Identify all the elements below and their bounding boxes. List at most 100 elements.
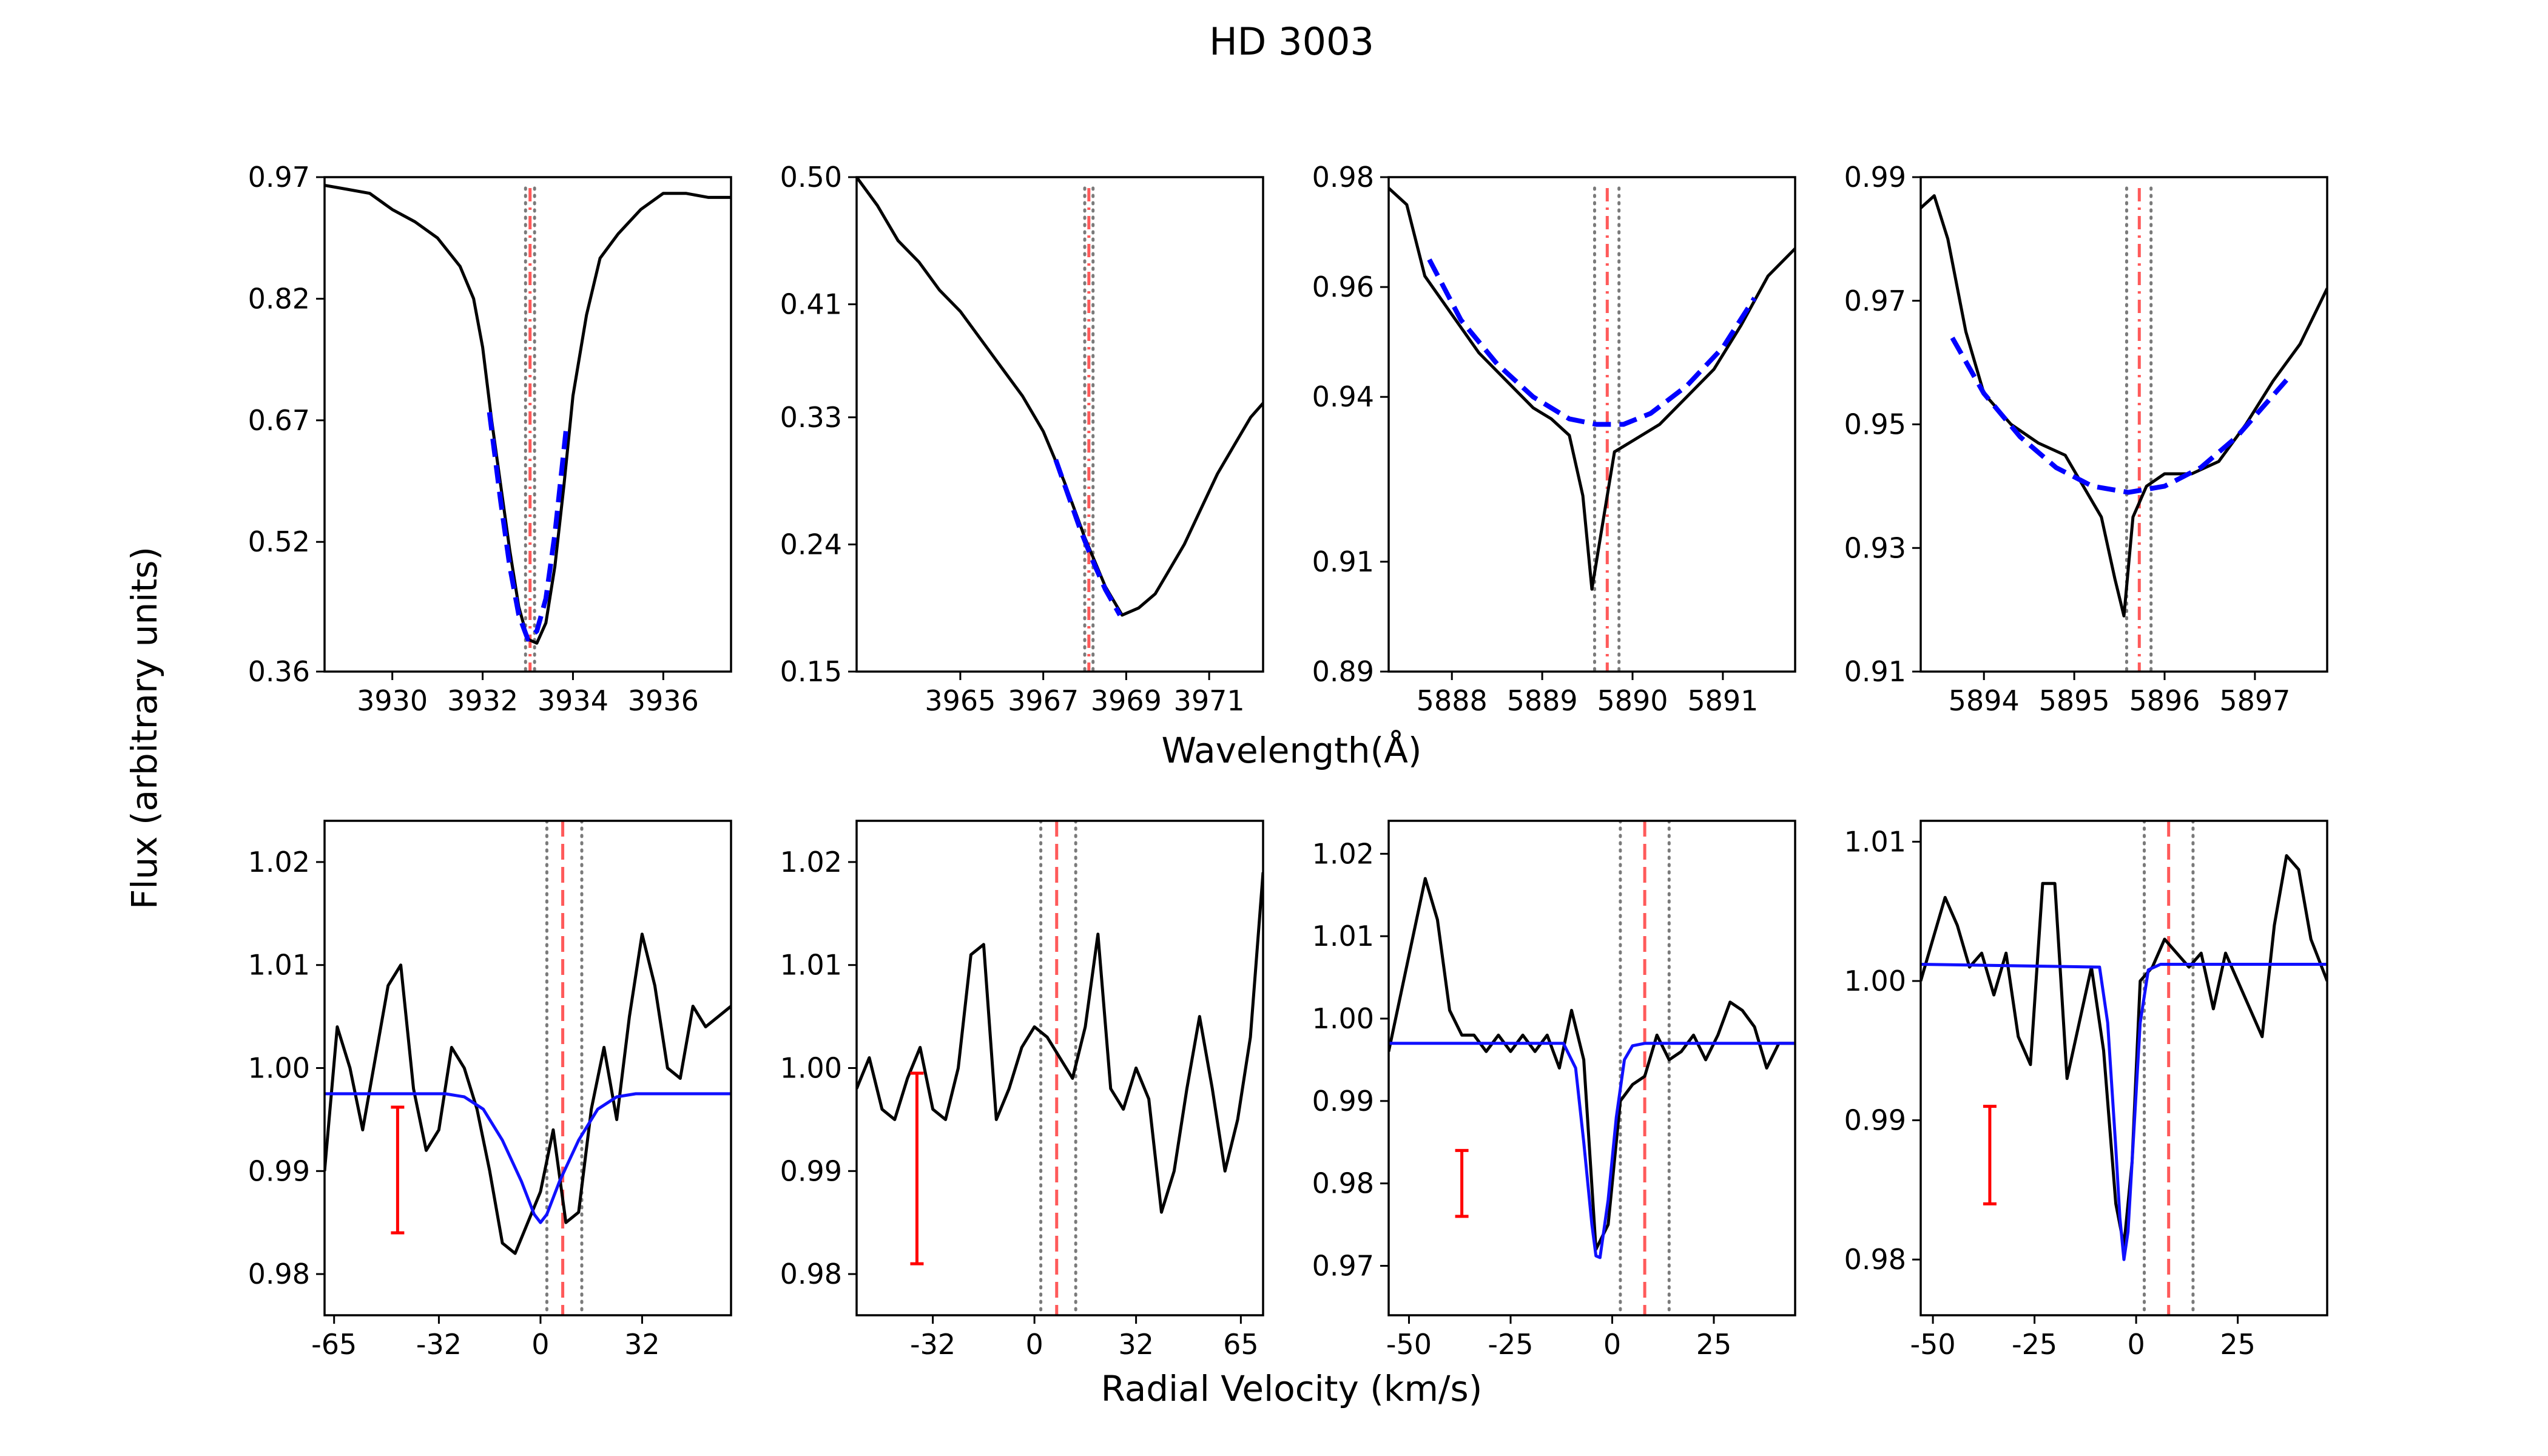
bottom-x-axis-label: Radial Velocity (km/s) (1101, 1368, 1483, 1409)
x-tick-label: 5889 (1507, 684, 1578, 717)
panel-frame (1919, 820, 2328, 1316)
y-tick-label: 0.91 (1844, 655, 1906, 688)
y-tick-label: 0.97 (1312, 1250, 1374, 1282)
panel-frame (855, 176, 1264, 673)
x-tick-label: 5896 (2129, 684, 2200, 717)
x-tick-label: -32 (910, 1328, 956, 1361)
plot-area (857, 177, 1263, 672)
y-tick-label: 1.00 (1312, 1002, 1374, 1035)
y-tick-label: 1.01 (248, 949, 310, 982)
y-tick-label: 0.41 (780, 288, 842, 321)
x-tick-label: -65 (311, 1328, 357, 1361)
y-tick-label: 0.99 (248, 1154, 310, 1187)
panel-top-3: 5888 5889 5890 5891 0.89 0.91 0.94 0.96 0.98 (1312, 161, 1796, 717)
y-tick-label: 1.02 (780, 846, 842, 878)
y-tick-label: 0.94 (1312, 380, 1374, 413)
x-tick-label: 0 (1603, 1328, 1621, 1361)
gaussian-fit-dashed-line (1427, 258, 1757, 427)
y-tick-label: 0.95 (1844, 408, 1906, 441)
x-tick-label: 32 (624, 1328, 660, 1361)
y-tick-label: 1.00 (248, 1052, 310, 1085)
y-tick-label: 1.02 (248, 846, 310, 878)
panel-frame (323, 176, 732, 673)
x-tick-label: 5895 (2039, 684, 2110, 717)
plot-area (1389, 186, 1795, 672)
gaussian-fit-line (1921, 963, 2327, 1261)
y-tick-label: 0.93 (1844, 531, 1906, 564)
y-tick-label: 0.91 (1312, 545, 1374, 578)
x-tick-label: 3967 (1008, 684, 1079, 717)
x-tick-label: 3934 (538, 684, 608, 717)
spectrum-line (1389, 877, 1795, 1251)
y-tick-label: 1.00 (1844, 965, 1906, 997)
spectrum-line (857, 872, 1263, 1214)
plot-area (857, 821, 1263, 1315)
x-tick-label: -25 (1488, 1328, 1533, 1361)
x-tick-label: 5897 (2219, 684, 2290, 717)
panel-top-2: 3965 3967 3969 3971 0.15 0.24 0.33 0.41 0.50 (780, 161, 1264, 717)
y-tick-label: 0.96 (1312, 271, 1374, 303)
x-tick-label: 25 (1696, 1328, 1732, 1361)
x-tick-label: 3936 (628, 684, 699, 717)
gaussian-fit-dashed-line (1950, 336, 2293, 495)
panel-frame (1387, 176, 1796, 673)
x-tick-label: 25 (2220, 1328, 2256, 1361)
y-tick-label: 0.67 (248, 404, 310, 437)
y-tick-label: 1.01 (780, 949, 842, 982)
plot-area (1921, 186, 2327, 672)
y-tick-label: 1.02 (1312, 837, 1374, 870)
x-tick-label: 3932 (447, 684, 518, 717)
y-tick-label: 0.97 (248, 161, 310, 194)
y-tick-label: 0.15 (780, 655, 842, 688)
spectrum-line (1389, 187, 1795, 591)
x-tick-label: 0 (531, 1328, 549, 1361)
y-tick-label: 0.82 (248, 282, 310, 315)
y-tick-label: 0.50 (780, 161, 842, 194)
panel-top-4: 5894 5895 5896 5897 0.91 0.93 0.95 0.97 0.99 (1844, 161, 2328, 717)
spectrum-line (1921, 194, 2327, 618)
x-tick-label: 5890 (1597, 684, 1668, 717)
x-tick-label: 3969 (1091, 684, 1162, 717)
x-tick-label: 3965 (925, 684, 996, 717)
panels-group: 3930 3932 3934 3936 0.36 0.52 0.67 0.82 0.97 3965… (248, 161, 2328, 1361)
x-tick-label: -50 (1910, 1328, 1956, 1361)
panel-bottom-4: -50 -25 0 25 0.98 0.99 1.00 1.01 (1844, 820, 2328, 1361)
y-tick-label: 0.99 (1844, 161, 1906, 194)
spectrum-line (325, 932, 731, 1255)
x-tick-label: -25 (2012, 1328, 2057, 1361)
plot-area (1921, 821, 2327, 1315)
x-tick-label: 0 (2127, 1328, 2145, 1361)
y-tick-label: 0.98 (248, 1258, 310, 1290)
top-x-axis-label: Wavelength(Å) (1162, 729, 1422, 771)
y-tick-label: 0.89 (1312, 655, 1374, 688)
x-tick-label: -50 (1386, 1328, 1432, 1361)
x-tick-label: 5888 (1417, 684, 1488, 717)
gaussian-fit-line (1389, 1042, 1795, 1259)
y-tick-label: 0.98 (1312, 161, 1374, 194)
panel-frame (1387, 820, 1796, 1316)
y-axis-label: Flux (arbitrary units) (124, 547, 165, 909)
x-tick-label: 65 (1223, 1328, 1259, 1361)
x-tick-label: 3971 (1174, 684, 1245, 717)
panel-top-1: 3930 3932 3934 3936 0.36 0.52 0.67 0.82 0.97 (248, 161, 732, 717)
gaussian-fit-dashed-line (487, 411, 569, 642)
y-tick-label: 0.98 (1312, 1167, 1374, 1200)
y-tick-label: 0.97 (1844, 285, 1906, 317)
gaussian-fit-line (325, 1092, 731, 1224)
x-tick-label: 5894 (1949, 684, 2020, 717)
x-tick-label: -32 (416, 1328, 462, 1361)
y-tick-label: 1.01 (1312, 920, 1374, 952)
y-tick-label: 0.24 (780, 528, 842, 561)
panel-bottom-2: -32 0 32 65 0.98 0.99 1.00 1.01 1.02 (780, 820, 1264, 1361)
y-tick-label: 1.00 (780, 1052, 842, 1085)
plot-area (325, 183, 731, 672)
y-tick-label: 1.01 (1844, 825, 1906, 858)
x-tick-label: 32 (1118, 1328, 1154, 1361)
y-tick-label: 0.98 (1844, 1243, 1906, 1276)
y-tick-label: 0.52 (248, 525, 310, 558)
y-tick-label: 0.99 (1312, 1085, 1374, 1117)
plot-area (1389, 821, 1795, 1315)
panel-bottom-1: -65 -32 0 32 0.98 0.99 1.00 1.01 1.02 (248, 820, 732, 1361)
